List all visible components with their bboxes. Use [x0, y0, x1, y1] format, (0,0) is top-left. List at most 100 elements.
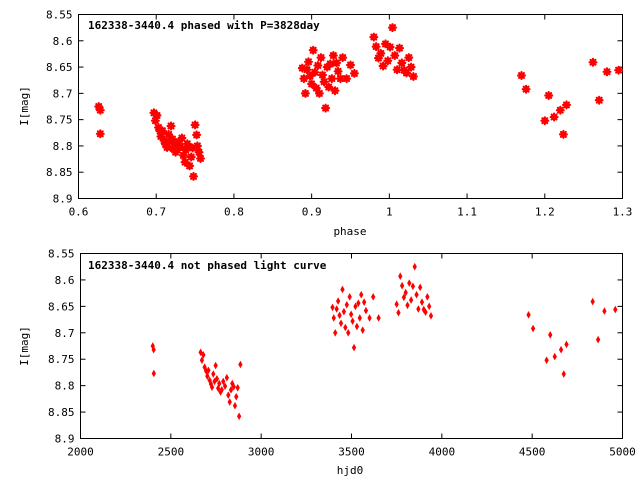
y-tick-label: 8.6 — [55, 274, 75, 287]
bottom-data-point — [419, 298, 425, 306]
top-data-point — [313, 61, 323, 70]
top-data-point — [388, 23, 397, 33]
bottom-data-point — [356, 299, 361, 307]
bottom-data-point — [423, 308, 428, 316]
bottom-data-point — [344, 300, 349, 309]
top-x-axis-label: phase — [333, 225, 366, 238]
x-tick-label: 1.3 — [613, 206, 633, 219]
top-data-point — [588, 57, 598, 67]
top-data-point — [175, 142, 185, 151]
top-data-point — [321, 103, 331, 113]
top-data-point — [192, 141, 202, 151]
bottom-data-point — [371, 293, 376, 301]
bottom-data-point — [209, 383, 215, 392]
top-data-point — [402, 68, 411, 78]
top-data-point — [311, 83, 321, 93]
bottom-data-point — [343, 323, 348, 332]
top-data-point — [186, 152, 196, 162]
bottom-data-point — [235, 383, 240, 392]
y-tick-label: 8.9 — [53, 193, 73, 206]
bottom-data-point — [360, 326, 365, 334]
top-data-point — [177, 133, 187, 143]
top-plot-frame — [78, 14, 623, 199]
top-data-point — [299, 74, 309, 84]
top-data-point — [196, 154, 205, 163]
top-data-point — [521, 84, 531, 94]
x-tick-label: 0.6 — [69, 206, 89, 219]
top-data-point — [172, 145, 182, 155]
top-data-point — [342, 74, 352, 84]
top-data-point — [369, 32, 379, 42]
bottom-data-point — [232, 401, 238, 410]
top-data-point — [318, 70, 327, 80]
top-data-point — [305, 71, 315, 81]
top-data-point — [390, 51, 400, 60]
bottom-data-point — [219, 386, 224, 394]
y-tick-label: 8.8 — [55, 380, 75, 393]
top-data-point — [338, 53, 348, 63]
y-tick-label: 8.85 — [48, 406, 75, 419]
bottom-data-point — [227, 398, 232, 406]
bottom-data-point — [396, 308, 401, 317]
top-data-point — [404, 53, 414, 63]
bottom-data-point — [564, 340, 569, 349]
x-tick-label: 0.8 — [224, 206, 244, 219]
bottom-data-point — [412, 262, 417, 271]
unphased-light-curve-panel: 162338-3440.4 not phased light curve hjd… — [18, 248, 636, 478]
top-data-point — [162, 143, 172, 152]
y-tick-label: 8.65 — [48, 300, 75, 313]
bottom-data-point — [224, 373, 229, 382]
y-tick-label: 8.55 — [48, 248, 75, 261]
bottom-data-point — [334, 305, 339, 313]
bottom-data-point — [548, 331, 553, 339]
x-tick-label: 4000 — [429, 446, 456, 459]
top-data-point — [95, 105, 105, 115]
top-data-point — [349, 68, 359, 78]
top-data-point — [150, 116, 160, 126]
top-data-point — [178, 150, 188, 160]
top-data-point — [346, 60, 355, 70]
x-tick-label: 5000 — [609, 446, 636, 459]
y-tick-label: 8.65 — [46, 61, 73, 74]
bottom-data-point — [151, 345, 156, 354]
top-data-point — [174, 137, 184, 147]
bottom-data-point — [408, 296, 414, 304]
top-data-point — [555, 105, 565, 115]
top-data-point — [314, 88, 324, 98]
top-data-point — [190, 120, 200, 130]
x-tick-label: 3500 — [338, 446, 365, 459]
bottom-data-point — [602, 307, 607, 315]
x-tick-label: 3000 — [248, 446, 275, 459]
top-data-point — [166, 121, 176, 131]
top-data-point — [517, 71, 526, 80]
top-data-point — [95, 129, 105, 139]
top-data-point — [154, 123, 163, 132]
bottom-data-point — [590, 297, 595, 306]
top-data-point — [308, 45, 318, 55]
bottom-data-point — [228, 386, 234, 394]
top-data-point — [332, 58, 341, 68]
top-data-point — [383, 56, 393, 66]
top-data-point — [406, 62, 416, 72]
bottom-data-point — [340, 285, 345, 294]
top-data-point — [188, 143, 198, 153]
bottom-data-point — [398, 272, 403, 281]
top-data-point — [310, 67, 320, 77]
top-data-point — [614, 65, 624, 75]
y-tick-label: 8.9 — [55, 433, 75, 446]
top-data-point — [549, 112, 559, 122]
top-data-point — [94, 102, 104, 111]
top-data-point — [327, 74, 337, 84]
top-data-point — [152, 110, 162, 120]
bottom-data-point — [236, 412, 242, 421]
phased-light-curve-panel: 162338-3440.4 phased with P=3828day phas… — [18, 9, 632, 239]
top-data-point — [397, 58, 407, 68]
top-data-point — [168, 144, 178, 154]
bottom-data-point — [425, 293, 430, 301]
bottom-data-point — [407, 279, 412, 287]
top-data-point — [408, 72, 418, 81]
top-data-point — [316, 53, 326, 63]
x-tick-label: 2000 — [67, 446, 94, 459]
top-data-point — [182, 139, 192, 149]
